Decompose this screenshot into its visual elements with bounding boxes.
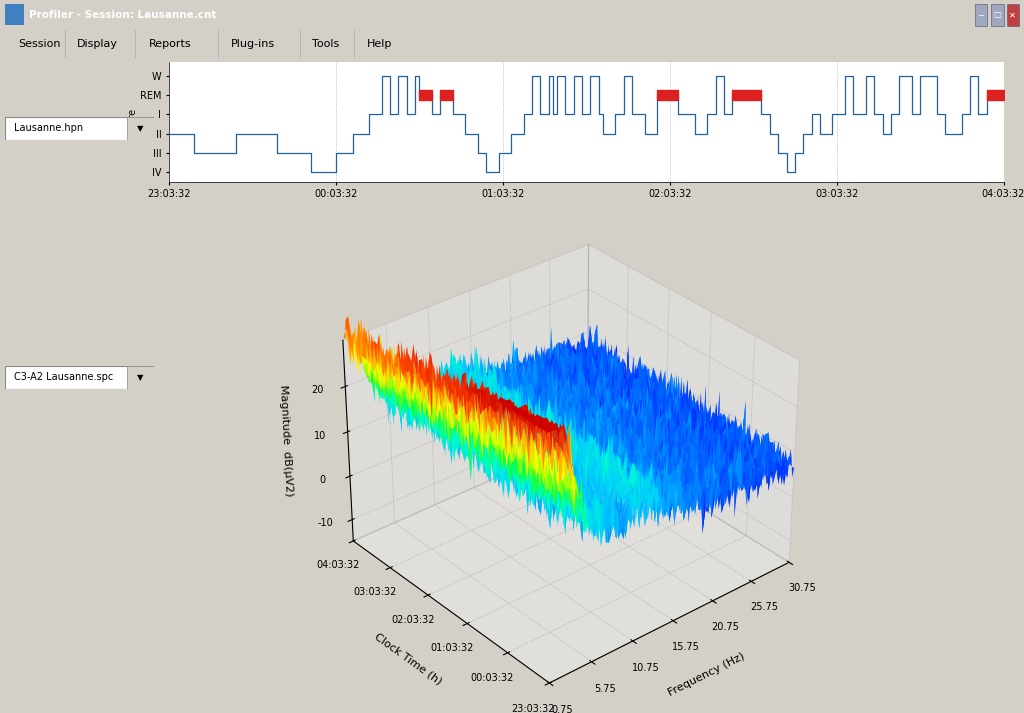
Y-axis label: Score: Score bbox=[127, 108, 137, 135]
Text: ─: ─ bbox=[979, 11, 983, 19]
Bar bbox=[127, 117, 154, 140]
X-axis label: Frequency (Hz): Frequency (Hz) bbox=[667, 651, 746, 698]
Text: Reports: Reports bbox=[148, 39, 191, 49]
Bar bbox=[5, 4, 24, 26]
Text: Session: Session bbox=[18, 39, 61, 49]
Text: Plug-ins: Plug-ins bbox=[230, 39, 274, 49]
Text: □: □ bbox=[993, 11, 1001, 19]
Text: C3-A2 Lausanne.spc: C3-A2 Lausanne.spc bbox=[14, 372, 114, 382]
Text: ✕: ✕ bbox=[1010, 11, 1016, 19]
Text: Lausanne.hpn: Lausanne.hpn bbox=[14, 123, 83, 133]
Bar bbox=[975, 4, 987, 26]
Text: ▼: ▼ bbox=[137, 373, 143, 381]
Text: Profiler - Session: Lausanne.cnt: Profiler - Session: Lausanne.cnt bbox=[29, 10, 216, 20]
Text: Tools: Tools bbox=[312, 39, 340, 49]
Text: Display: Display bbox=[77, 39, 118, 49]
Y-axis label: Clock Time (h): Clock Time (h) bbox=[373, 631, 444, 687]
Bar bbox=[1007, 4, 1019, 26]
Text: ▼: ▼ bbox=[137, 124, 143, 133]
Bar bbox=[991, 4, 1004, 26]
FancyBboxPatch shape bbox=[5, 366, 154, 389]
FancyBboxPatch shape bbox=[5, 117, 154, 140]
Text: Help: Help bbox=[367, 39, 392, 49]
Bar bbox=[127, 366, 154, 389]
